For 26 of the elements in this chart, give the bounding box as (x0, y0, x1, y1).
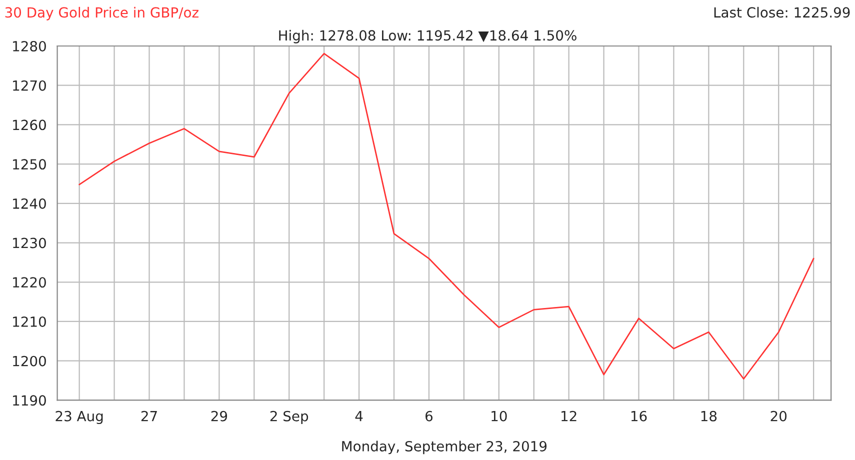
y-tick-label: 1190 (13, 395, 46, 406)
chart-subtitle: High: 1278.08 Low: 1195.42 ▼18.64 1.50% (279, 30, 576, 44)
y-tick-label: 1210 (13, 316, 46, 327)
x-tick-label: 27 (141, 410, 157, 422)
y-tick-label: 1200 (13, 356, 46, 366)
chart-title: 30 Day Gold Price in GBP/oz (5, 6, 198, 20)
x-tick-label: 29 (211, 410, 228, 422)
y-tick-label: 1270 (13, 80, 46, 91)
x-tick-label: 18 (701, 410, 717, 422)
y-tick-label: 1280 (13, 40, 46, 52)
x-tick-label: 20 (770, 410, 787, 422)
y-tick-label: 1230 (13, 238, 46, 248)
x-tick-label: 10 (492, 410, 507, 422)
x-tick-label: 2 Sep (270, 410, 308, 424)
x-tick-label: 6 (426, 410, 433, 422)
y-tick-label: 1220 (13, 277, 46, 288)
line-series (78, 52, 814, 380)
x-axis-title: Monday, September 23, 2019 (342, 440, 547, 454)
x-tick-label: 4 (355, 411, 363, 422)
y-tick-label: 1250 (13, 159, 46, 170)
text: Last Close: 1225.99 (714, 6, 850, 18)
y-tick-label: 1240 (13, 198, 46, 209)
x-tick-label: 16 (631, 410, 647, 422)
y-tick-label: 1260 (13, 120, 46, 130)
x-tick-label: 12 (562, 410, 576, 422)
x-tick-label: 23 Aug (56, 410, 103, 424)
